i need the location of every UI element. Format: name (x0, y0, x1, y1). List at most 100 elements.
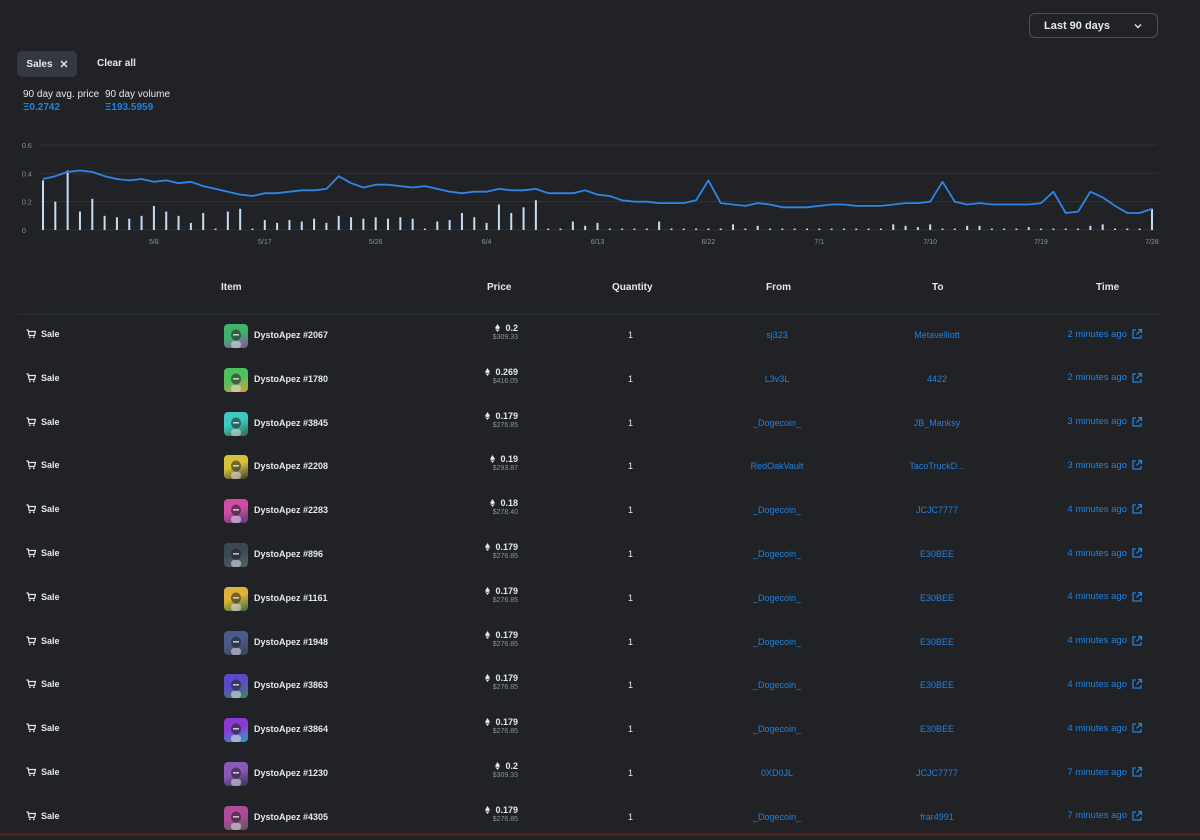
external-link-icon[interactable] (1131, 372, 1143, 384)
time-link[interactable]: 3 minutes ago (1067, 459, 1143, 471)
time-link[interactable]: 4 minutes ago (1067, 503, 1143, 515)
nft-thumbnail[interactable] (224, 367, 248, 392)
table-row[interactable]: Sale DystoApez #4305 0.179 $276.85 1 _Dogecoi… (0, 796, 1200, 840)
time-link[interactable]: 7 minutes ago (1067, 766, 1143, 778)
table-row[interactable]: Sale DystoApez #2067 0.2 $309.33 1 sj323 Metav… (0, 314, 1200, 358)
time-link[interactable]: 2 minutes ago (1067, 372, 1143, 384)
table-row[interactable]: Sale DystoApez #3864 0.179 $276.85 1 _Dogecoi… (0, 708, 1200, 752)
to-user-link[interactable]: JCJC7777 (915, 768, 959, 778)
table-row[interactable]: Sale DystoApez #1230 0.2 $309.33 1 0XD0JL JCJC… (0, 752, 1200, 796)
time-label[interactable]: 4 minutes ago (1067, 635, 1127, 647)
time-link[interactable]: 4 minutes ago (1067, 547, 1143, 559)
nft-thumbnail[interactable] (224, 586, 248, 611)
item-name-link[interactable]: DystoApez #1161 (254, 592, 328, 603)
from-user-link[interactable]: _Dogecoin_ (752, 636, 802, 647)
time-link[interactable]: 2 minutes ago (1067, 328, 1143, 340)
table-row[interactable]: Sale DystoApez #1948 0.179 $276.85 1 _Dogecoi… (0, 621, 1200, 665)
from-user-link[interactable]: _Dogecoin_ (752, 592, 802, 603)
external-link-icon[interactable] (1131, 635, 1143, 647)
to-user-link[interactable]: Metavelliott (914, 330, 960, 340)
to-user-link[interactable]: 4422 (926, 373, 948, 384)
time-label[interactable]: 7 minutes ago (1067, 810, 1127, 822)
from-user-link[interactable]: 0XD0JL (760, 768, 794, 778)
item-name-link[interactable]: DystoApez #896 (254, 549, 324, 559)
from-user-link[interactable]: _Dogecoin_ (752, 549, 802, 559)
nft-thumbnail[interactable] (224, 543, 248, 567)
to-user-link[interactable]: JCJC7777 (915, 505, 959, 516)
nft-thumbnail[interactable] (224, 805, 248, 830)
nft-thumbnail[interactable] (224, 630, 248, 655)
external-link-icon[interactable] (1131, 547, 1143, 559)
nft-thumbnail[interactable] (224, 718, 248, 743)
from-user-link[interactable]: _Dogecoin_ (752, 811, 802, 822)
item-name-link[interactable]: DystoApez #3863 (254, 680, 329, 691)
external-link-icon[interactable] (1131, 810, 1143, 822)
external-link-icon[interactable] (1131, 678, 1143, 690)
to-user-link[interactable]: JB_Manksy (913, 417, 961, 428)
table-row[interactable]: Sale DystoApez #2283 0.18 $278.40 1 _Dogecoin… (0, 489, 1200, 533)
time-label[interactable]: 2 minutes ago (1067, 372, 1127, 384)
from-user-link[interactable]: _Dogecoin_ (752, 505, 802, 516)
to-user-link[interactable]: E30BEE (919, 680, 955, 691)
table-row[interactable]: Sale DystoApez #896 0.179 $276.85 1 _Dogecoin… (0, 533, 1200, 577)
from-user-link[interactable]: sj323 (766, 330, 788, 340)
nft-thumbnail[interactable] (224, 674, 248, 699)
nft-thumbnail[interactable] (224, 324, 248, 348)
time-link[interactable]: 3 minutes ago (1067, 416, 1143, 428)
item-name-link[interactable]: DystoApez #2208 (254, 461, 329, 472)
nft-thumbnail[interactable] (224, 455, 248, 480)
clear-all-button[interactable]: Clear all (97, 58, 136, 69)
from-user-link[interactable]: _Dogecoin_ (752, 724, 802, 735)
from-user-link[interactable]: L3v3L (764, 373, 790, 384)
item-name-link[interactable]: DystoApez #2283 (254, 505, 329, 516)
external-link-icon[interactable] (1131, 766, 1143, 778)
time-link[interactable]: 4 minutes ago (1067, 722, 1143, 734)
external-link-icon[interactable] (1131, 416, 1143, 428)
time-label[interactable]: 3 minutes ago (1067, 416, 1127, 428)
to-user-link[interactable]: E30BEE (919, 549, 955, 559)
from-user-link[interactable]: _Dogecoin_ (752, 680, 802, 691)
external-link-icon[interactable] (1131, 722, 1143, 734)
time-label[interactable]: 7 minutes ago (1067, 766, 1127, 778)
time-label[interactable]: 4 minutes ago (1067, 678, 1127, 690)
sales-filter-chip[interactable]: Sales (17, 51, 77, 77)
external-link-icon[interactable] (1131, 591, 1143, 603)
external-link-icon[interactable] (1131, 459, 1143, 471)
time-label[interactable]: 4 minutes ago (1067, 591, 1127, 603)
table-row[interactable]: Sale DystoApez #3845 0.179 $276.85 1 _Dogecoi… (0, 402, 1200, 446)
time-label[interactable]: 4 minutes ago (1067, 722, 1127, 734)
external-link-icon[interactable] (1131, 328, 1143, 340)
nft-thumbnail[interactable] (224, 762, 248, 786)
close-icon[interactable] (60, 60, 68, 68)
item-name-link[interactable]: DystoApez #1780 (254, 373, 329, 384)
item-name-link[interactable]: DystoApez #1948 (254, 636, 329, 647)
period-select[interactable]: Last 90 days (1029, 13, 1158, 38)
item-name-link[interactable]: DystoApez #2067 (254, 330, 329, 340)
table-row[interactable]: Sale DystoApez #1780 0.269 $416.05 1 L3v3L 442… (0, 358, 1200, 402)
to-user-link[interactable]: E30BEE (919, 636, 955, 647)
to-user-link[interactable]: E30BEE (919, 592, 955, 603)
nft-thumbnail[interactable] (224, 411, 248, 436)
time-link[interactable]: 4 minutes ago (1067, 678, 1143, 690)
from-user-link[interactable]: _Dogecoin_ (752, 417, 802, 428)
external-link-icon[interactable] (1131, 503, 1143, 515)
item-name-link[interactable]: DystoApez #4305 (254, 811, 329, 822)
to-user-link[interactable]: frar4991 (920, 811, 954, 822)
to-user-link[interactable]: E30BEE (919, 724, 955, 735)
time-label[interactable]: 3 minutes ago (1067, 459, 1127, 471)
time-link[interactable]: 4 minutes ago (1067, 591, 1143, 603)
time-link[interactable]: 4 minutes ago (1067, 635, 1143, 647)
item-name-link[interactable]: DystoApez #3864 (254, 724, 329, 735)
item-name-link[interactable]: DystoApez #1230 (254, 768, 329, 778)
time-link[interactable]: 7 minutes ago (1067, 810, 1143, 822)
item-name-link[interactable]: DystoApez #3845 (254, 417, 329, 428)
time-label[interactable]: 4 minutes ago (1067, 547, 1127, 559)
to-user-link[interactable]: TacoTruckD... (909, 461, 965, 472)
table-row[interactable]: Sale DystoApez #3863 0.179 $276.85 1 _Dogecoi… (0, 664, 1200, 708)
table-row[interactable]: Sale DystoApez #1161 0.179 $276.85 1 _Dogecoi… (0, 577, 1200, 621)
nft-thumbnail[interactable] (224, 499, 248, 524)
table-row[interactable]: Sale DystoApez #2208 0.19 $293.87 1 RedOakVau… (0, 445, 1200, 489)
time-label[interactable]: 2 minutes ago (1067, 328, 1127, 340)
from-user-link[interactable]: RedOakVault (750, 461, 804, 472)
time-label[interactable]: 4 minutes ago (1067, 503, 1127, 515)
